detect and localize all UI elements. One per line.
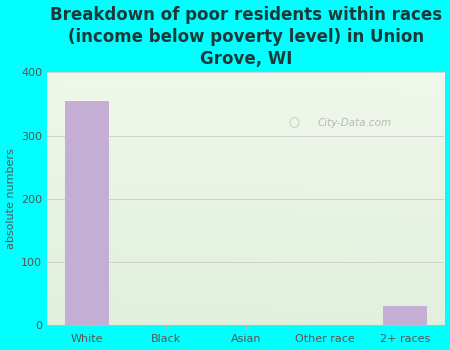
Y-axis label: absolute numbers: absolute numbers — [5, 148, 16, 249]
Bar — [65, 101, 109, 326]
Title: Breakdown of poor residents within races
(income below poverty level) in Union
G: Breakdown of poor residents within races… — [50, 6, 442, 68]
Text: ○: ○ — [288, 117, 299, 130]
Text: City-Data.com: City-Data.com — [317, 118, 392, 128]
Bar — [383, 307, 427, 326]
